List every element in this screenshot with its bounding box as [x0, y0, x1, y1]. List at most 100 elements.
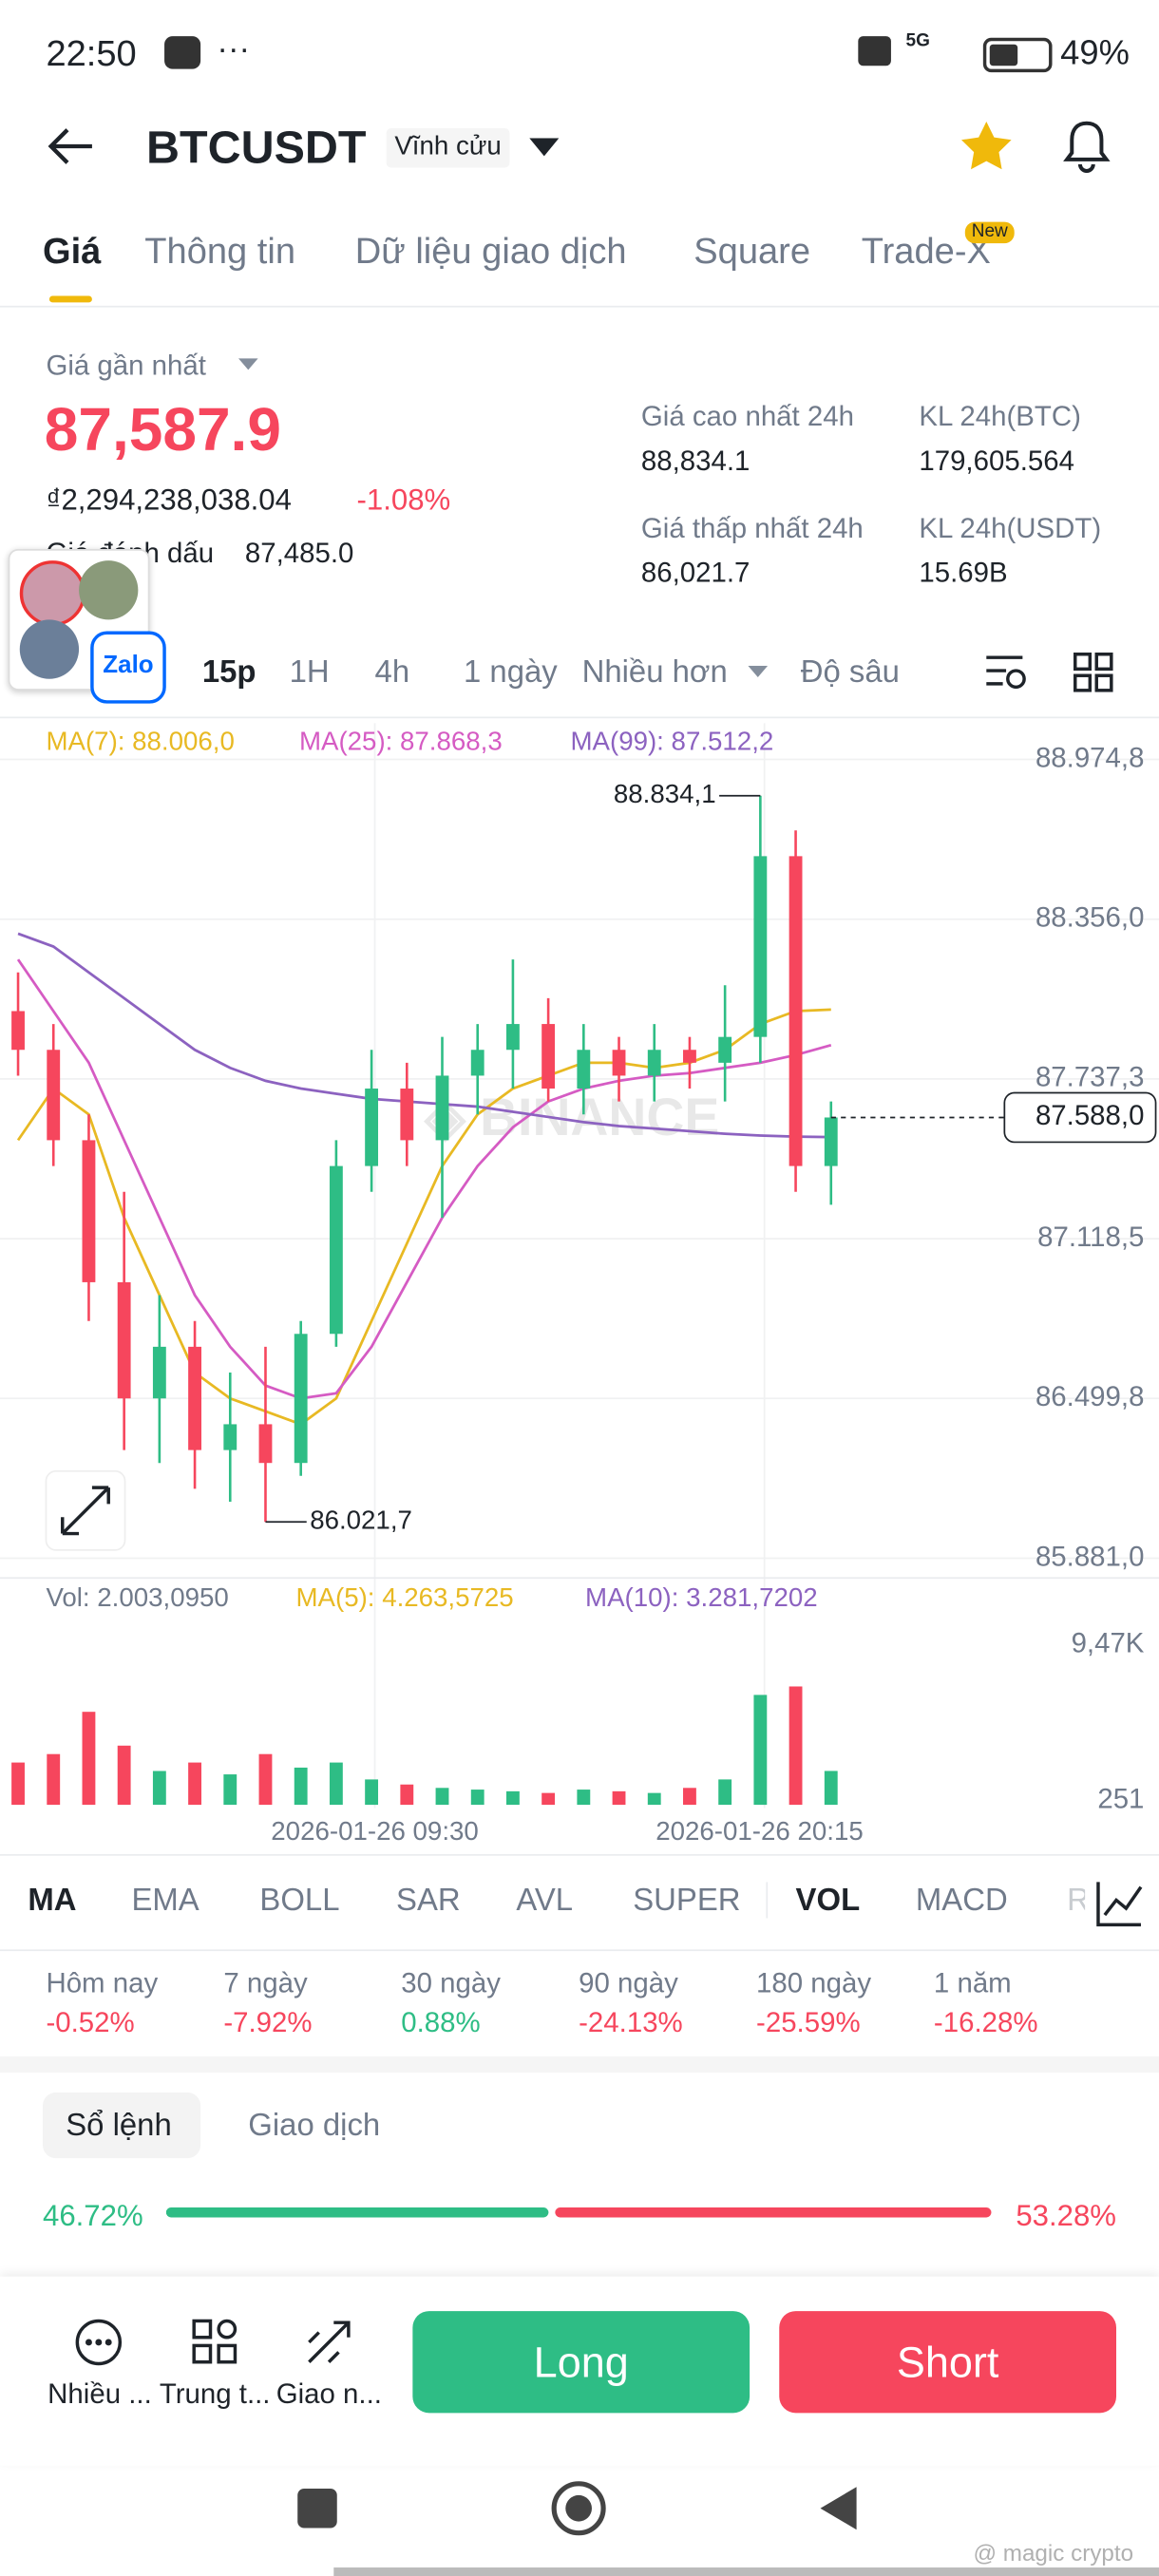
recents-button[interactable]	[297, 2488, 337, 2529]
indicator[interactable]: MA	[28, 1884, 77, 1919]
indicator[interactable]: SAR	[396, 1884, 461, 1919]
stat-value: 86,021.7	[640, 557, 750, 589]
price-change: -1.08%	[356, 483, 451, 517]
ma-line	[16, 958, 832, 1400]
stat-label: KL 24h(BTC)	[919, 401, 1081, 433]
indicator-button[interactable]	[1085, 1868, 1159, 1935]
volume-bar	[718, 1779, 732, 1806]
indicator[interactable]: R	[1067, 1884, 1090, 1919]
ma-label: MA(25): 87.868,3	[299, 726, 503, 755]
x-tick-label: 2026-01-26 09:30	[271, 1816, 478, 1846]
volume-label: MA(10): 3.281,7202	[585, 1582, 818, 1612]
center-icon[interactable]	[191, 2318, 240, 2367]
candle-body	[188, 1346, 201, 1450]
low-label: 86.021,7	[310, 1506, 412, 1535]
y-tick-label: 85.881,0	[1036, 1541, 1144, 1572]
orderbook-tab[interactable]: Sổ lệnh	[66, 2109, 172, 2144]
dropdown[interactable]	[748, 665, 769, 679]
volume-bar	[400, 1784, 414, 1806]
candle-body	[400, 1089, 414, 1141]
layout-button[interactable]	[1072, 651, 1114, 693]
candle-body	[753, 856, 768, 1037]
y-tick-label: 251	[1097, 1783, 1144, 1814]
tab[interactable]: Giá	[42, 230, 102, 272]
battery-icon	[982, 37, 1053, 73]
chart-settings[interactable]	[983, 651, 1029, 693]
candle-body	[294, 1334, 308, 1464]
zalo-icon[interactable]: Zalo	[90, 631, 166, 704]
tab-pill	[42, 2092, 201, 2159]
volume-bar	[329, 1762, 343, 1806]
buy-ratio: 46.72%	[42, 2199, 143, 2233]
candle-body	[11, 1011, 25, 1051]
sell-ratio: 53.28%	[1016, 2199, 1117, 2233]
period-label: 180 ngày	[756, 1967, 872, 1999]
last-price: 87,587.9	[44, 396, 281, 464]
home-button[interactable]	[551, 2480, 607, 2536]
volume-bar	[365, 1779, 379, 1806]
period-label: Hôm nay	[46, 1967, 159, 1999]
volume-bar	[683, 1788, 696, 1806]
mark-price: 87,485.0	[244, 537, 354, 569]
y-tick-label: 88.974,8	[1036, 742, 1144, 773]
indicator[interactable]: AVL	[516, 1884, 574, 1919]
favorite-button[interactable]	[960, 120, 1013, 172]
volume-bar	[117, 1745, 131, 1806]
symbol-dropdown[interactable]	[529, 138, 560, 158]
volume-bar	[294, 1767, 308, 1806]
interval[interactable]: 1 ngày	[464, 655, 558, 691]
indicator[interactable]: SUPER	[633, 1884, 741, 1919]
indicator[interactable]: VOL	[795, 1884, 861, 1919]
stat-label: Giá thấp nhất 24h	[640, 512, 864, 544]
more-icon[interactable]	[74, 2318, 124, 2367]
period-change: -16.28%	[933, 2006, 1038, 2038]
indicator[interactable]: BOLL	[259, 1884, 340, 1919]
back-button[interactable]	[46, 125, 95, 168]
interval[interactable]: 4h	[374, 655, 410, 691]
watermark-logo: ◈ BINANCE	[423, 1088, 719, 1146]
interval[interactable]: Nhiều hơn	[581, 655, 728, 691]
current-price-label: 87.588,0	[1036, 1100, 1144, 1131]
nav-label[interactable]: Nhiều ...	[48, 2378, 152, 2410]
ma-label: MA(99): 87.512,2	[570, 726, 773, 755]
alert-button[interactable]	[1060, 119, 1112, 175]
long-button[interactable]: Long	[412, 2311, 750, 2414]
price-chart: ◈ BINANCE MA(7): 88.006,0 MA(25): 87.868…	[0, 723, 1159, 1846]
avatar	[79, 560, 139, 620]
orderbook-tab[interactable]: Giao dịch	[248, 2109, 381, 2144]
candle-body	[435, 1075, 449, 1141]
nav-label[interactable]: Trung t...	[159, 2378, 271, 2410]
volume-bar	[188, 1762, 201, 1806]
indicator[interactable]: MACD	[915, 1884, 1008, 1919]
sell-bar	[555, 2207, 992, 2218]
tab-indicator	[48, 295, 92, 303]
y-tick-label: 86.499,8	[1036, 1381, 1144, 1412]
interval[interactable]: 15p	[201, 655, 256, 691]
interval[interactable]: 1H	[289, 655, 330, 691]
dropdown[interactable]	[238, 358, 258, 371]
nav-label[interactable]: Giao n...	[276, 2378, 382, 2410]
period-label: 30 ngày	[401, 1967, 501, 1999]
stat-value: 179,605.564	[919, 445, 1074, 477]
candle-body	[505, 1024, 520, 1051]
volume-bar	[258, 1753, 273, 1806]
trade-icon[interactable]	[304, 2318, 353, 2367]
current-price-box	[1003, 1091, 1157, 1144]
volume-bar	[470, 1790, 484, 1806]
short-button[interactable]: Short	[779, 2311, 1117, 2414]
tab[interactable]: Thông tin	[144, 230, 296, 272]
tab[interactable]: Dữ liệu giao dịch	[354, 230, 627, 272]
indicator[interactable]: EMA	[131, 1884, 200, 1919]
back-system-button[interactable]	[817, 2484, 860, 2533]
stat-label: KL 24h(USDT)	[919, 512, 1102, 544]
ratio-bar	[165, 2207, 992, 2218]
period-label: 7 ngày	[223, 1967, 308, 1999]
x-tick-label: 2026-01-26 20:15	[656, 1816, 863, 1846]
tab[interactable]: Square	[694, 230, 811, 272]
candle-body	[470, 1050, 484, 1076]
status-more: ···	[217, 30, 251, 67]
volume-bar	[435, 1788, 449, 1806]
expand-button[interactable]	[45, 1469, 126, 1551]
interval[interactable]: Độ sâu	[800, 655, 900, 691]
